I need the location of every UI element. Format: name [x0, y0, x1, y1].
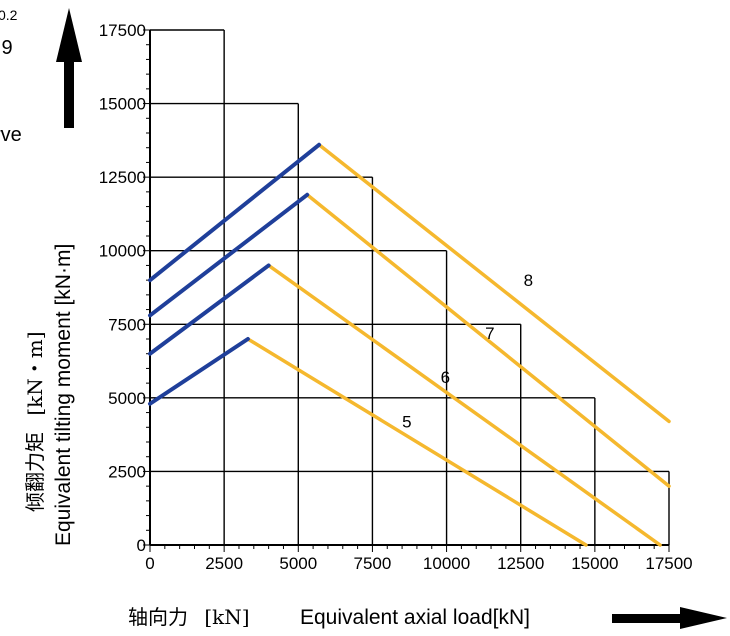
curves — [148, 142, 671, 547]
x-axis-title: Equivalent axial load[kN] — [300, 606, 530, 629]
x-tick-label: 12500 — [497, 554, 544, 573]
y-tick-label: 17500 — [99, 21, 146, 40]
x-tick-label: 5000 — [279, 554, 317, 573]
curve-7-falling — [305, 193, 671, 488]
fragment-top-small: 0.2 — [0, 7, 18, 23]
y-tick-labels: 0 2500 5000 7500 10000 12500 15000 17500 — [99, 21, 146, 555]
curve-8-rising — [148, 142, 322, 283]
x-tick-labels: 0 2500 5000 7500 10000 12500 15000 17500 — [145, 554, 692, 573]
curve-label-5: 5 — [402, 412, 411, 431]
x-axis-arrow — [612, 607, 727, 629]
curve-7-rising — [148, 192, 310, 318]
curve-6-rising — [148, 263, 271, 356]
x-axis-title-cn: 轴向力 [kN] — [128, 605, 250, 629]
y-axis-title: Equivalent tilting moment [kN·m] — [52, 244, 75, 546]
x-tick-label: 10000 — [423, 554, 470, 573]
curve-labels: 5 6 7 8 — [402, 271, 533, 431]
x-tick-label: 7500 — [354, 554, 392, 573]
x-tick-label: 0 — [145, 554, 154, 573]
y-tick-label: 2500 — [108, 462, 146, 481]
y-axis-title-cn: 倾翻力矩 [kN・m] — [23, 331, 47, 512]
curve-label-7: 7 — [485, 324, 494, 343]
y-tick-label: 0 — [137, 536, 146, 555]
fragment-mid: rve — [0, 124, 22, 146]
curve-5-rising — [148, 337, 250, 406]
y-tick-label: 10000 — [99, 242, 146, 261]
x-tick-label: 2500 — [205, 554, 243, 573]
curve-label-8: 8 — [524, 271, 533, 290]
y-tick-label: 15000 — [99, 95, 146, 114]
grid — [143, 29, 670, 552]
y-tick-label: 7500 — [108, 315, 146, 334]
x-tick-label: 15000 — [571, 554, 618, 573]
curve-5-falling — [246, 337, 588, 547]
curve-label-6: 6 — [441, 368, 450, 387]
y-tick-label: 12500 — [99, 168, 146, 187]
y-axis-arrow — [56, 8, 82, 128]
curve-8-falling — [317, 143, 671, 424]
fragment-top-large: .9 — [0, 37, 13, 59]
x-tick-label: 17500 — [645, 554, 692, 573]
y-tick-label: 5000 — [108, 389, 146, 408]
curve-6-falling — [266, 263, 662, 547]
